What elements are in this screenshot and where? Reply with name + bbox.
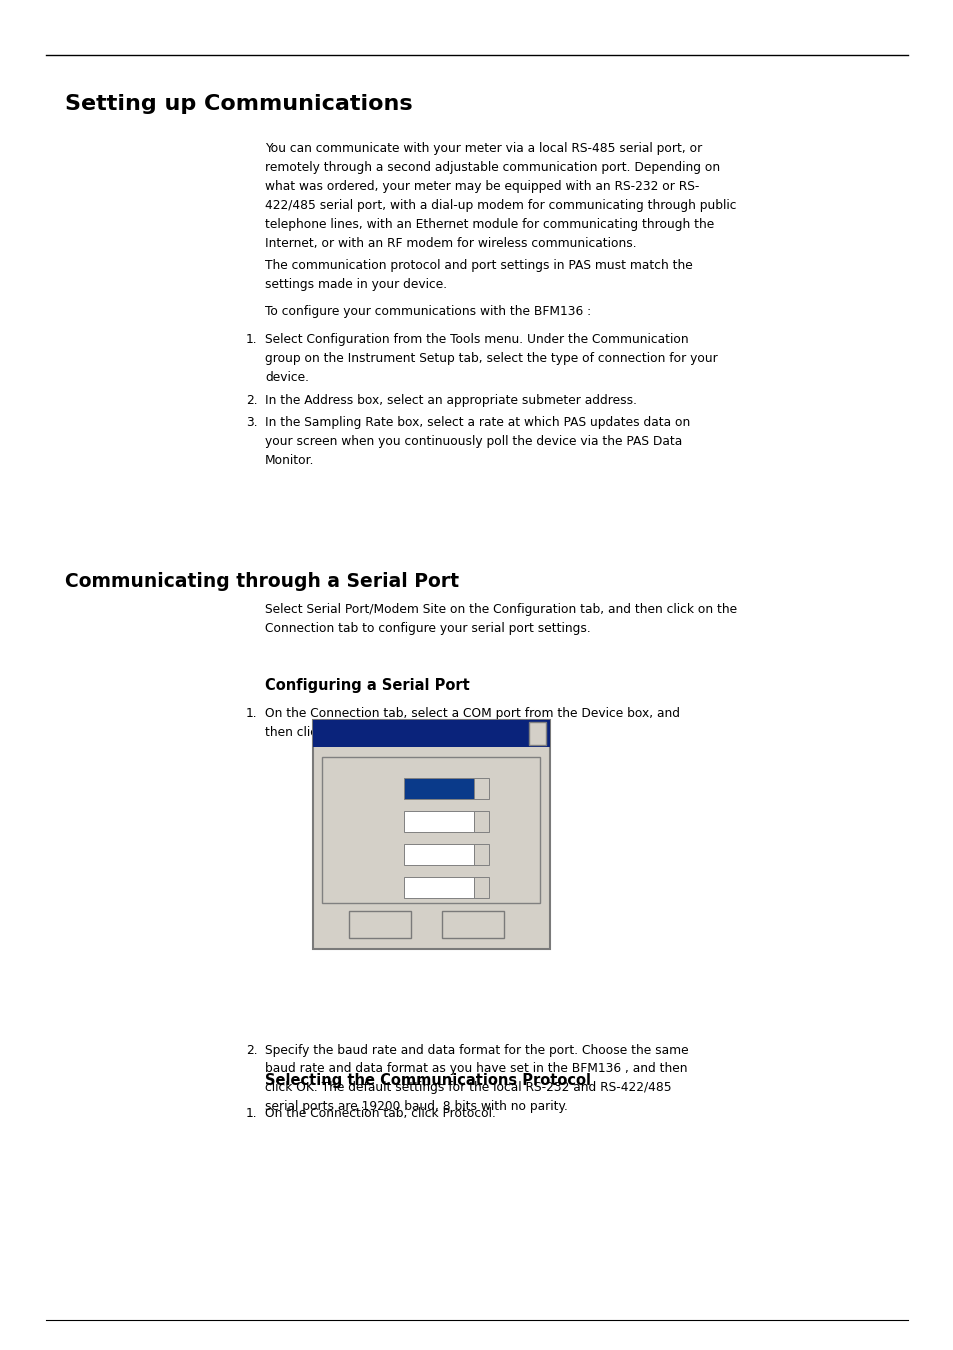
- FancyBboxPatch shape: [322, 757, 539, 903]
- Text: ▼: ▼: [478, 784, 484, 792]
- Text: baud rate and data format as you have set in the BFM136 , and then: baud rate and data format as you have se…: [265, 1062, 687, 1076]
- Text: x: x: [534, 728, 539, 738]
- Text: 1.: 1.: [246, 1107, 257, 1120]
- Text: Setting up Communications: Setting up Communications: [65, 95, 412, 115]
- Text: click OK. The default settings for the local RS-232 and RS-422/485: click OK. The default settings for the l…: [265, 1081, 671, 1095]
- Text: ▼: ▼: [478, 817, 484, 826]
- Text: 8: 8: [407, 817, 414, 826]
- Text: 422/485 serial port, with a dial-up modem for communicating through public: 422/485 serial port, with a dial-up mode…: [265, 200, 736, 212]
- Text: 3.: 3.: [246, 416, 257, 429]
- FancyBboxPatch shape: [349, 911, 411, 938]
- FancyBboxPatch shape: [441, 911, 503, 938]
- Text: Connection tab to configure your serial port settings.: Connection tab to configure your serial …: [265, 622, 590, 636]
- FancyBboxPatch shape: [313, 720, 549, 949]
- Text: ▼: ▼: [478, 850, 484, 859]
- FancyBboxPatch shape: [474, 811, 489, 832]
- Text: 1: 1: [407, 849, 414, 860]
- Text: 2.: 2.: [246, 1044, 257, 1057]
- FancyBboxPatch shape: [474, 878, 489, 898]
- Text: your screen when you continuously poll the device via the PAS Data: your screen when you continuously poll t…: [265, 435, 681, 448]
- Text: Communicating through a Serial Port: Communicating through a Serial Port: [65, 572, 458, 591]
- Text: Specify the baud rate and data format for the port. Choose the same: Specify the baud rate and data format fo…: [265, 1044, 688, 1057]
- FancyBboxPatch shape: [403, 844, 474, 865]
- Text: No Parity: No Parity: [407, 883, 457, 892]
- Text: You can communicate with your meter via a local RS-485 serial port, or: You can communicate with your meter via …: [265, 143, 701, 155]
- Text: Baud Rate:: Baud Rate:: [334, 783, 395, 794]
- Text: In the Address box, select an appropriate submeter address.: In the Address box, select an appropriat…: [265, 394, 637, 408]
- Text: OK: OK: [372, 918, 388, 932]
- FancyBboxPatch shape: [403, 778, 474, 799]
- Text: 1.: 1.: [246, 333, 257, 347]
- Text: Internet, or with an RF modem for wireless communications.: Internet, or with an RF modem for wirele…: [265, 238, 637, 250]
- Text: On the Connection tab, click Protocol.: On the Connection tab, click Protocol.: [265, 1107, 496, 1120]
- Text: Data Bits:: Data Bits:: [334, 817, 388, 826]
- FancyBboxPatch shape: [403, 811, 474, 832]
- Text: what was ordered, your meter may be equipped with an RS-232 or RS-: what was ordered, your meter may be equi…: [265, 181, 699, 193]
- FancyBboxPatch shape: [474, 778, 489, 799]
- Text: Cancel: Cancel: [453, 918, 492, 932]
- Text: then click Configure.: then click Configure.: [265, 726, 391, 740]
- Text: On the Connection tab, select a COM port from the Device box, and: On the Connection tab, select a COM port…: [265, 707, 679, 721]
- Text: 2.: 2.: [246, 394, 257, 408]
- Text: device.: device.: [265, 371, 309, 385]
- FancyBboxPatch shape: [403, 878, 474, 898]
- Text: ▼: ▼: [478, 883, 484, 892]
- Text: Select Serial Port/Modem Site on the Configuration tab, and then click on the: Select Serial Port/Modem Site on the Con…: [265, 603, 737, 617]
- FancyBboxPatch shape: [474, 844, 489, 865]
- Text: In the Sampling Rate box, select a rate at which PAS updates data on: In the Sampling Rate box, select a rate …: [265, 416, 690, 429]
- Text: group on the Instrument Setup tab, select the type of connection for your: group on the Instrument Setup tab, selec…: [265, 352, 718, 366]
- Text: To configure your communications with the BFM136 :: To configure your communications with th…: [265, 305, 591, 319]
- Text: Select Configuration from the Tools menu. Under the Communication: Select Configuration from the Tools menu…: [265, 333, 688, 347]
- FancyBboxPatch shape: [313, 720, 549, 747]
- FancyBboxPatch shape: [528, 721, 545, 745]
- Text: remotely through a second adjustable communication port. Depending on: remotely through a second adjustable com…: [265, 162, 720, 174]
- Text: Stop Bits:: Stop Bits:: [334, 849, 387, 860]
- Text: Configuring a Serial Port: Configuring a Serial Port: [265, 678, 470, 693]
- Text: Monitor.: Monitor.: [265, 454, 314, 467]
- Text: Parity:: Parity:: [334, 883, 368, 892]
- Text: Serial Port Setup: Serial Port Setup: [319, 726, 433, 740]
- Text: The communication protocol and port settings in PAS must match the: The communication protocol and port sett…: [265, 259, 692, 273]
- Text: serial ports are 19200 baud, 8 bits with no parity.: serial ports are 19200 baud, 8 bits with…: [265, 1100, 567, 1114]
- Text: 1.: 1.: [246, 707, 257, 721]
- Text: settings made in your device.: settings made in your device.: [265, 278, 447, 292]
- Text: telephone lines, with an Ethernet module for communicating through the: telephone lines, with an Ethernet module…: [265, 219, 714, 231]
- Text: Selecting the Communications Protocol: Selecting the Communications Protocol: [265, 1073, 591, 1088]
- Text: 19200: 19200: [407, 783, 442, 794]
